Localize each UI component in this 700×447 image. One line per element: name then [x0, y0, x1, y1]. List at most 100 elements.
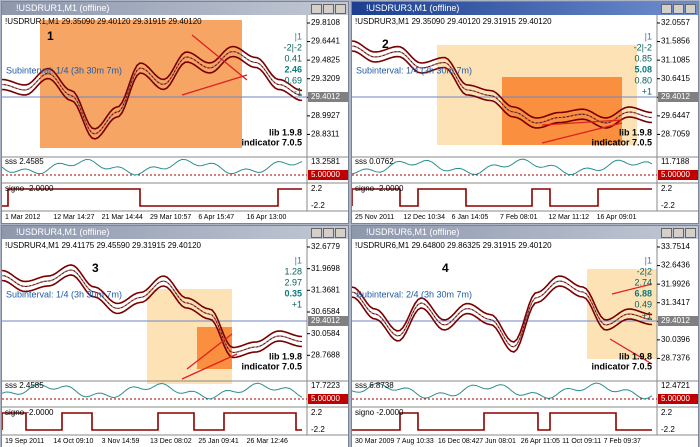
stat: |1	[645, 31, 652, 41]
header: !USDRUR3,M1 29.35090 29.40120 29.31915 2…	[355, 17, 552, 26]
indicator-version: indicator 7.0.5	[591, 361, 652, 371]
title-bar[interactable]: !USDRUR6,M1 (offline)	[352, 226, 698, 239]
window-button[interactable]	[673, 228, 684, 238]
stat: -1	[294, 86, 302, 96]
sub2-tick: -2.2	[311, 201, 325, 210]
sub2-tick: -2.2	[661, 201, 675, 210]
window-button[interactable]	[335, 228, 346, 238]
chart-window[interactable]: !USDRUR4,M1 (offline) !USDRUR4,M1 29.4117…	[1, 225, 349, 447]
window-button[interactable]	[673, 4, 684, 14]
price-band	[352, 275, 653, 343]
sub2-label: signo -2.0000	[355, 184, 404, 193]
level-box	[658, 170, 698, 180]
window-button[interactable]	[323, 4, 334, 14]
window-button[interactable]	[335, 4, 346, 14]
date-label: 25 Jan 09:41	[198, 438, 239, 445]
price-tick-label: 31.3417	[661, 298, 690, 307]
price-tick-label: 32.6779	[311, 242, 340, 251]
stat: -2|2	[637, 266, 652, 276]
chart-window[interactable]: !USDRUR6,M1 (offline) !USDRUR6,M1 29.6480…	[351, 225, 699, 447]
price-tick-label: 28.7376	[661, 354, 690, 363]
price-tick-label: 28.7059	[661, 130, 690, 139]
sub1-tick: 17.7223	[311, 381, 340, 390]
header: !USDRUR4,M1 29.41175 29.45590 29.31915 2…	[5, 241, 202, 250]
current-price-box	[658, 316, 698, 326]
date-label: 11 Oct 09:11	[562, 438, 601, 445]
date-label: 7 Feb 09:37	[604, 438, 641, 445]
sub1-tick: 13.2581	[311, 157, 340, 166]
stat: 1.28	[284, 266, 302, 276]
sub1-label: sss 2.4585	[5, 157, 44, 166]
zone	[40, 20, 242, 148]
lib-version: lib 1.9.8	[269, 127, 302, 137]
sub1-label: sss 6.8738	[355, 381, 394, 390]
price-tick-label: 29.6447	[661, 111, 690, 120]
window-button[interactable]	[685, 228, 696, 238]
price-mid	[352, 280, 653, 348]
chart-area: !USDRUR1,M1 29.35090 29.40120 29.31915 2…	[2, 15, 348, 223]
subinterval: Subinterval: 1/4 (3h 30m 7m)	[6, 289, 122, 299]
sss-line	[2, 158, 303, 176]
date-label: 12 Dec 10:34	[403, 214, 445, 221]
date-label: 7 Aug 10:33	[396, 438, 433, 445]
lib-version: lib 1.9.8	[619, 351, 652, 361]
stat: 2.74	[634, 277, 652, 287]
trend-line	[191, 34, 248, 81]
date-label: 7 Jun 08:01	[479, 438, 516, 445]
sub1-tick: 5.00000	[661, 170, 690, 179]
current-price: 29.4012	[311, 316, 340, 325]
date-label: 3 Nov 14:59	[102, 438, 140, 445]
stat: +1	[642, 86, 652, 96]
sub1-tick: 5.00000	[661, 394, 690, 403]
chart-window[interactable]: !USDRUR1,M1 (offline) !USDRUR1,M1 29.3509…	[1, 1, 349, 224]
chart-area: !USDRUR3,M1 29.35090 29.40120 29.31915 2…	[352, 15, 698, 223]
sub2-tick: -2.2	[661, 425, 675, 434]
current-price: 29.4012	[661, 92, 690, 101]
sub2-label: signo -2.0000	[5, 408, 54, 417]
level-box	[308, 170, 348, 180]
signal-line	[2, 412, 302, 431]
current-price-box	[308, 92, 348, 102]
price-tick-label: 32.6436	[661, 261, 690, 270]
sss-line	[352, 158, 653, 176]
zone	[502, 77, 622, 145]
window-button[interactable]	[685, 4, 696, 14]
level-box	[308, 394, 348, 404]
window-button[interactable]	[661, 228, 672, 238]
chart-window[interactable]: !USDRUR3,M1 (offline) !USDRUR3,M1 29.3509…	[351, 1, 699, 224]
stat: 0.69	[284, 75, 302, 85]
window-number: 4	[442, 261, 449, 275]
trend-line	[181, 353, 238, 380]
subinterval: Subinterval: 2/4 (3h 30m 7m)	[356, 289, 472, 299]
price-tick-label: 30.6415	[661, 74, 690, 83]
price-tick-label: 29.4825	[311, 55, 340, 64]
chart-area: !USDRUR6,M1 29.64800 29.86325 29.31915 2…	[352, 239, 698, 447]
sub1-tick: 11.7188	[661, 157, 690, 166]
window-button[interactable]	[323, 228, 334, 238]
price-tick-label: 30.0584	[311, 329, 340, 338]
date-label: 16 Dec 08:42	[438, 438, 480, 445]
window-button[interactable]	[661, 4, 672, 14]
stat: 0.35	[284, 288, 302, 298]
price-tick-label: 31.9698	[311, 264, 340, 273]
price-band	[2, 45, 303, 130]
date-label: 16 Apr 09:01	[597, 214, 637, 221]
header: !USDRUR1,M1 29.35090 29.40120 29.31915 2…	[5, 17, 202, 26]
price-band	[2, 274, 303, 359]
price-mid	[2, 50, 303, 135]
title-bar[interactable]: !USDRUR3,M1 (offline)	[352, 2, 698, 15]
window-button[interactable]	[311, 4, 322, 14]
sub2-tick: 2.2	[311, 408, 323, 417]
sub2-tick: 2.2	[661, 184, 673, 193]
date-label: 1 Mar 2012	[5, 214, 41, 221]
title-bar[interactable]: !USDRUR4,M1 (offline)	[2, 226, 348, 239]
price-mid	[352, 45, 653, 124]
price-tick-label: 29.6441	[311, 37, 340, 46]
price-tick-label: 29.8108	[311, 18, 340, 27]
window-number: 2	[382, 37, 389, 51]
window-button[interactable]	[311, 228, 322, 238]
stat: |1	[645, 255, 652, 265]
date-label: 26 Apr 11:05	[521, 438, 560, 445]
title-bar[interactable]: !USDRUR1,M1 (offline)	[2, 2, 348, 15]
stat: +1	[292, 299, 302, 309]
